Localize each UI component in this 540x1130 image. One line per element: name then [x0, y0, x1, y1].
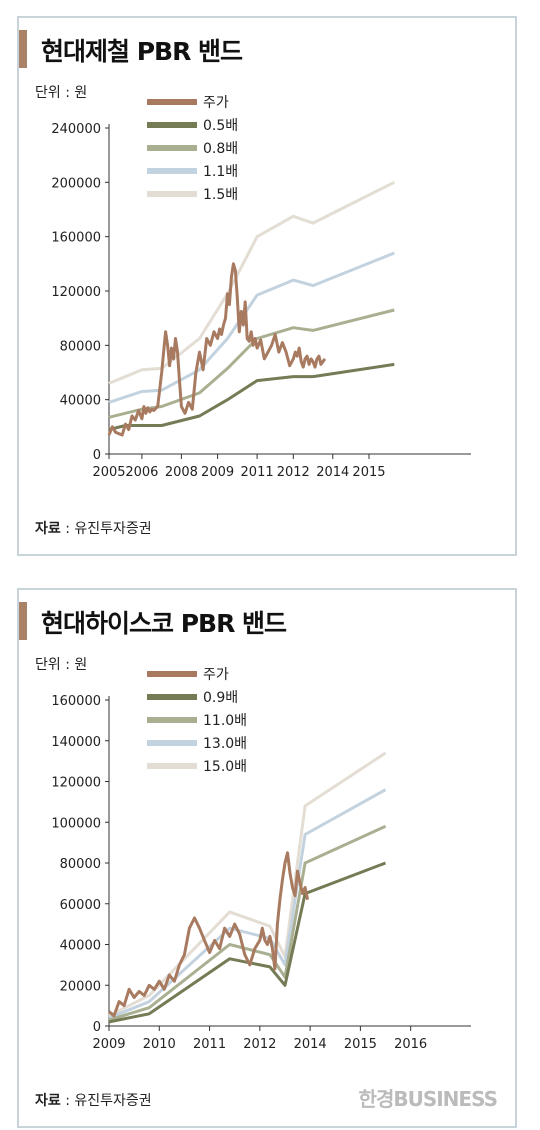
- unit-label: 단위 : 원: [35, 657, 88, 673]
- source-note: 자료 : 유진투자증권: [35, 518, 152, 538]
- x-tick-label: 2005: [92, 465, 125, 480]
- y-tick-label: 140000: [51, 735, 101, 750]
- y-tick-label: 40000: [60, 939, 101, 954]
- watermark-logo: 한경BUSINESS: [358, 1087, 498, 1111]
- series-line-1.1배: [108, 251, 395, 404]
- y-tick-label: 160000: [51, 231, 101, 246]
- legend-label: 주가: [203, 95, 229, 111]
- series-line-0.5배: [108, 362, 395, 432]
- y-tick-label: 80000: [60, 339, 101, 354]
- legend-label: 0.8배: [203, 141, 238, 157]
- source-label: 자료: [35, 1093, 61, 1109]
- legend-label: 15.0배: [203, 759, 247, 775]
- source-text: : 유진투자증권: [60, 521, 152, 537]
- x-tick-label: 2006: [125, 465, 158, 480]
- x-tick-label: 2014: [294, 1037, 327, 1052]
- series-line-주가: [107, 262, 327, 437]
- y-tick-label: 160000: [51, 694, 101, 709]
- legend-label: 1.5배: [203, 187, 238, 203]
- chart-title: 현대제철 PBR 밴드: [41, 37, 243, 66]
- series-line-0.8배: [108, 308, 395, 419]
- x-tick-label: 2008: [165, 465, 198, 480]
- legend-label: 0.9배: [203, 690, 238, 706]
- source-text: : 유진투자증권: [60, 1093, 152, 1109]
- chart-panel-hyundai-hysco: 현대하이스코 PBR 밴드 단위 : 원 0 20000 40000 60000 800…: [17, 588, 517, 1128]
- y-tick-label: 120000: [51, 776, 101, 791]
- unit-label: 단위 : 원: [35, 85, 88, 101]
- y-tick-label: 0: [93, 448, 101, 463]
- chart-title: 현대하이스코 PBR 밴드: [41, 609, 287, 638]
- series-line-13.0배: [108, 788, 387, 1020]
- y-tick-label: 240000: [51, 122, 101, 137]
- y-tick-label: 80000: [60, 857, 101, 872]
- chart-svg: 0 20000 40000 60000 80000 100000 120000 140000 1…: [51, 667, 471, 1052]
- legend-label: 11.0배: [203, 713, 247, 729]
- x-tick-label: 2009: [92, 1037, 125, 1052]
- chart-panel-hyundai-steel: 현대제철 PBR 밴드 단위 : 원 0 40000 80000 120000 1600…: [17, 16, 517, 556]
- series-line-1.5배: [108, 180, 395, 385]
- source-label: 자료: [35, 521, 61, 537]
- x-tick-label: 2014: [316, 465, 349, 480]
- y-tick-label: 100000: [51, 816, 101, 831]
- x-tick-label: 2015: [344, 1037, 377, 1052]
- y-tick-label: 0: [93, 1020, 101, 1035]
- title-accent-bar: [19, 602, 27, 640]
- x-tick-label: 2010: [143, 1037, 176, 1052]
- legend-label: 13.0배: [203, 736, 247, 752]
- x-tick-label: 2016: [394, 1037, 427, 1052]
- legend-label: 0.5배: [203, 118, 238, 134]
- title-accent-bar: [19, 30, 27, 68]
- x-tick-label: 2009: [201, 465, 234, 480]
- legend-label: 주가: [203, 667, 229, 683]
- x-tick-label: 2015: [352, 465, 385, 480]
- y-tick-label: 120000: [51, 285, 101, 300]
- y-tick-label: 20000: [60, 979, 101, 994]
- x-tick-label: 2012: [243, 1037, 276, 1052]
- x-tick-label: 2012: [277, 465, 310, 480]
- series-line-15.0배: [108, 751, 387, 1018]
- x-tick-label: 2011: [241, 465, 274, 480]
- legend-label: 1.1배: [203, 164, 238, 180]
- y-tick-label: 60000: [60, 898, 101, 913]
- series-line-11.0배: [108, 824, 387, 1022]
- source-note: 자료 : 유진투자증권: [35, 1090, 152, 1110]
- y-tick-label: 40000: [60, 394, 101, 409]
- x-tick-label: 2011: [193, 1037, 226, 1052]
- series-line-주가: [108, 851, 310, 1018]
- y-tick-label: 200000: [51, 176, 101, 191]
- series-line-0.9배: [108, 861, 387, 1024]
